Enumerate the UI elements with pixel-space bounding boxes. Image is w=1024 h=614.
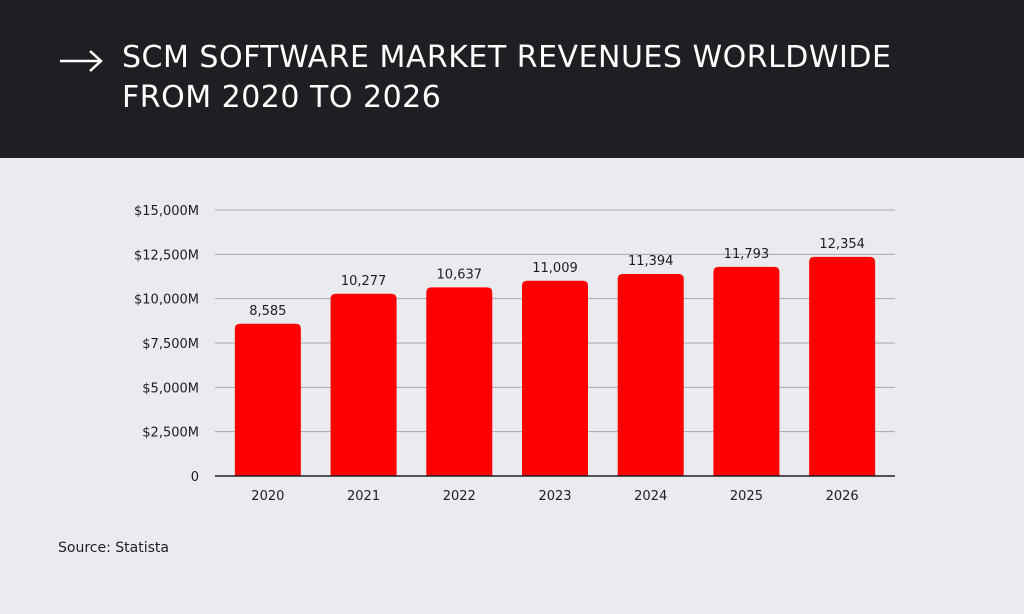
y-tick-label: $7,500M <box>142 337 199 352</box>
bar-2022 <box>426 287 493 476</box>
x-tick-label: 2020 <box>251 489 284 504</box>
y-tick-label: 0 <box>191 470 199 485</box>
y-axis-tick-labels: 0 $2,500M $5,000M $7,500M $10,000M $12,500M $1… <box>134 204 199 485</box>
bar-2023 <box>522 280 588 476</box>
bar-value-label: 11,793 <box>724 247 770 262</box>
y-tick-label: $15,000M <box>134 204 199 219</box>
bar-value-labels: 8,585 10,277 10,637 11,009 11,394 11,793 12,35… <box>249 237 865 319</box>
arrow-right-icon <box>60 50 103 72</box>
y-tick-label: $2,500M <box>142 426 199 441</box>
x-tick-label: 2022 <box>443 489 476 504</box>
bar-2024 <box>617 273 684 476</box>
bar-2026 <box>809 256 876 476</box>
y-tick-label: $5,000M <box>142 381 199 396</box>
x-tick-label: 2025 <box>730 489 763 504</box>
bar-value-label: 10,277 <box>341 274 387 289</box>
header-banner: SCM SOFTWARE MARKET REVENUES WORLDWIDE F… <box>0 0 1024 158</box>
x-tick-label: 2021 <box>347 489 380 504</box>
bar-value-label: 8,585 <box>249 304 286 319</box>
bar-2021 <box>330 293 397 476</box>
bar-2020 <box>234 323 301 476</box>
bar-2025 <box>713 266 780 476</box>
y-tick-label: $10,000M <box>134 293 199 308</box>
bar-value-label: 11,394 <box>628 254 674 269</box>
bar-value-label: 11,009 <box>532 261 578 276</box>
bar-chart: 0 $2,500M $5,000M $7,500M $10,000M $12,500M $1… <box>134 204 895 504</box>
bar-value-label: 10,637 <box>437 267 483 282</box>
x-axis-tick-labels: 2020 2021 2022 2023 2024 2025 2026 <box>251 489 858 504</box>
x-tick-label: 2026 <box>826 489 859 504</box>
page-title: SCM SOFTWARE MARKET REVENUES WORLDWIDE F… <box>122 40 892 115</box>
bar-value-label: 12,354 <box>819 237 865 252</box>
source-note: Source: Statista <box>58 540 169 556</box>
x-tick-label: 2024 <box>634 489 667 504</box>
x-tick-label: 2023 <box>538 489 571 504</box>
y-tick-label: $12,500M <box>134 248 199 263</box>
bars <box>234 256 876 476</box>
